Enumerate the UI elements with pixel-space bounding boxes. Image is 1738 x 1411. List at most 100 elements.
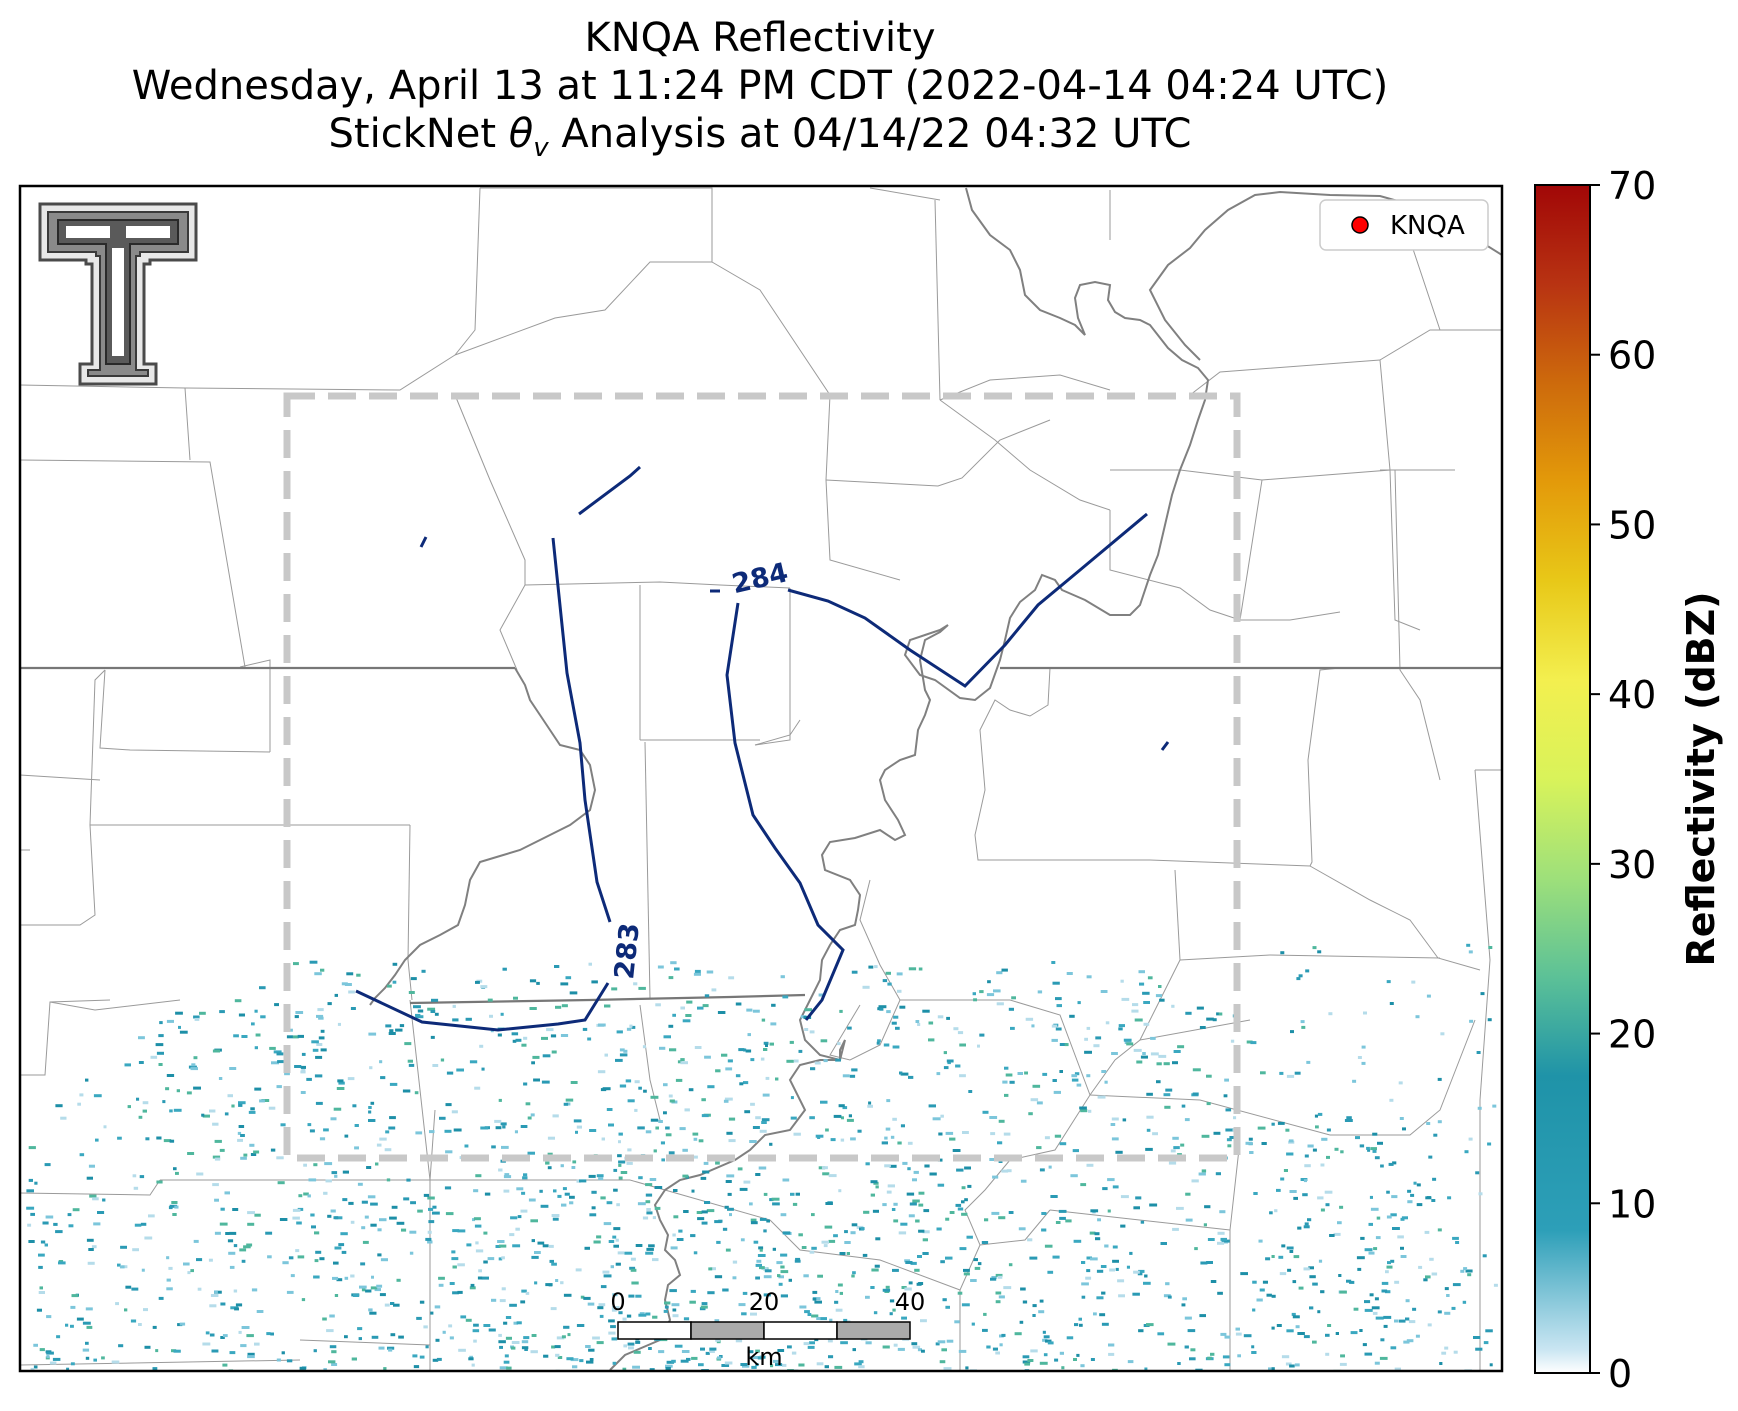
radar-echo-pixel [392, 980, 397, 984]
radar-echo-pixel [1306, 1060, 1311, 1064]
radar-echo-pixel [1428, 1155, 1433, 1159]
radar-echo-pixel [448, 1324, 453, 1328]
radar-echo-pixel [243, 1153, 248, 1157]
radar-echo-pixel [118, 1344, 124, 1348]
radar-echo-pixel [1019, 1320, 1024, 1324]
radar-echo-pixel [300, 1065, 306, 1069]
radar-echo-pixel [1066, 972, 1073, 975]
radar-echo-pixel [1078, 1317, 1082, 1321]
radar-echo-pixel [534, 1251, 541, 1254]
radar-echo-pixel [1027, 1359, 1034, 1362]
radar-echo-pixel [633, 1350, 641, 1354]
radar-echo-pixel [1059, 1216, 1066, 1220]
radar-echo-pixel [361, 1200, 368, 1204]
radar-echo-pixel [945, 1217, 950, 1221]
radar-echo-pixel [369, 1066, 373, 1070]
radar-echo-pixel [1090, 1257, 1098, 1261]
colorbar-tick-label: 30 [1608, 843, 1656, 887]
radar-echo-pixel [521, 1346, 529, 1350]
radar-echo-pixel [714, 1220, 722, 1224]
radar-echo-pixel [55, 1230, 63, 1234]
radar-echo-pixel [551, 1262, 557, 1266]
radar-echo-pixel [45, 1215, 54, 1219]
radar-echo-pixel [158, 1296, 164, 1300]
radar-echo-pixel [53, 1222, 58, 1226]
radar-echo-pixel [727, 1192, 732, 1196]
radar-echo-pixel [674, 967, 680, 971]
radar-echo-pixel [735, 1002, 742, 1006]
radar-echo-pixel [761, 1018, 766, 1022]
radar-echo-pixel [1455, 1241, 1460, 1244]
radar-echo-pixel [743, 1180, 751, 1184]
radar-echo-pixel [1207, 1238, 1215, 1241]
radar-echo-pixel [1101, 1322, 1109, 1326]
radar-echo-pixel [1475, 1347, 1483, 1351]
radar-echo-pixel [1437, 1228, 1442, 1232]
radar-echo-pixel [166, 1278, 171, 1282]
radar-echo-pixel [1111, 1052, 1118, 1055]
radar-echo-pixel [1003, 1286, 1012, 1290]
radar-echo-pixel [1385, 1290, 1391, 1294]
radar-echo-pixel [453, 1128, 462, 1132]
radar-echo-pixel [132, 1174, 137, 1178]
radar-echo-pixel [547, 1136, 555, 1140]
radar-echo-pixel [1425, 1275, 1431, 1279]
radar-echo-pixel [582, 1027, 588, 1031]
radar-echo-pixel [155, 1349, 159, 1353]
radar-echo-pixel [1111, 1117, 1119, 1121]
radar-echo-pixel [596, 1235, 602, 1239]
radar-echo-pixel [777, 1274, 781, 1278]
radar-echo-pixel [618, 1140, 621, 1144]
radar-echo-pixel [587, 1037, 592, 1041]
radar-echo-pixel [615, 1238, 619, 1242]
radar-echo-pixel [452, 1004, 456, 1008]
radar-echo-pixel [633, 982, 638, 986]
radar-echo-pixel [957, 1031, 964, 1035]
radar-echo-pixel [169, 1139, 175, 1143]
scale-tick-0: 0 [610, 1288, 625, 1316]
radar-echo-pixel [162, 1100, 166, 1104]
radar-echo-pixel [196, 1172, 204, 1176]
radar-echo-pixel [309, 1129, 315, 1133]
radar-echo-pixel [1303, 1225, 1310, 1229]
radar-echo-pixel [942, 1298, 947, 1302]
radar-echo-pixel [611, 1337, 618, 1341]
radar-echo-pixel [935, 1342, 940, 1346]
radar-echo-pixel [882, 1288, 891, 1292]
radar-echo-pixel [698, 1363, 704, 1367]
radar-echo-pixel [511, 1346, 516, 1350]
radar-echo-pixel [1453, 1350, 1458, 1354]
radar-echo-pixel [445, 1212, 454, 1216]
radar-echo-pixel [1059, 1043, 1068, 1046]
radar-echo-pixel [1020, 1179, 1027, 1183]
radar-echo-pixel [295, 1011, 304, 1014]
radar-echo-pixel [1032, 1084, 1041, 1088]
radar-echo-pixel [444, 1129, 452, 1133]
radar-echo-pixel [848, 1114, 852, 1118]
radar-echo-pixel [288, 1256, 294, 1260]
radar-echo-pixel [56, 1335, 61, 1339]
radar-echo-pixel [597, 1306, 604, 1310]
radar-echo-pixel [410, 977, 417, 981]
radar-echo-pixel [1133, 1048, 1142, 1052]
radar-echo-pixel [1289, 1250, 1294, 1253]
radar-echo-pixel [133, 1186, 139, 1190]
radar-echo-pixel [1266, 1293, 1272, 1297]
radar-echo-pixel [956, 1168, 964, 1172]
radar-echo-pixel [631, 1281, 639, 1285]
radar-echo-pixel [821, 1240, 829, 1244]
radar-echo-pixel [214, 1231, 221, 1235]
radar-echo-pixel [370, 1101, 375, 1105]
radar-echo-pixel [718, 1219, 723, 1223]
radar-echo-pixel [70, 1324, 74, 1328]
radar-echo-pixel [144, 1236, 153, 1240]
radar-echo-pixel [870, 1286, 875, 1289]
radar-echo-pixel [398, 1335, 404, 1339]
radar-echo-pixel [714, 1319, 720, 1323]
radar-echo-pixel [1010, 1026, 1015, 1030]
radar-echo-pixel [1469, 1019, 1474, 1023]
radar-echo-pixel [1356, 1256, 1365, 1260]
radar-echo-pixel [194, 1017, 200, 1021]
radar-echo-pixel [1138, 970, 1145, 974]
radar-echo-pixel [1386, 1215, 1392, 1219]
